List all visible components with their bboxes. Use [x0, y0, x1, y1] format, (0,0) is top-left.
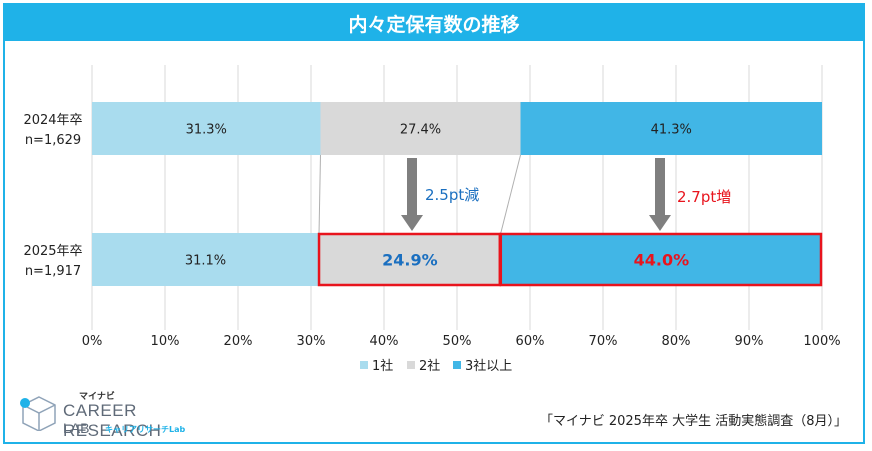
career-research-lab-logo: マイナビ CAREER RESEARCH LAB キャリアリサーチLab — [19, 387, 219, 440]
decrease-annotation: 2.5pt減 — [425, 186, 479, 204]
increase-annotation: 2.7pt増 — [677, 188, 731, 206]
x-tick-label: 70% — [589, 334, 618, 349]
data-label: 41.3% — [651, 123, 692, 138]
change-arrows — [401, 158, 671, 231]
x-tick-label: 90% — [735, 334, 764, 349]
category-n-label: n=1,917 — [25, 264, 81, 279]
increase-arrow-head — [649, 215, 671, 231]
x-tick-label: 80% — [662, 334, 691, 349]
logo-brand: マイナビ — [79, 392, 115, 402]
category-n-label: n=1,629 — [25, 133, 81, 148]
data-label: 31.1% — [185, 254, 226, 269]
connector-lines — [318, 154, 521, 234]
bar-segment — [500, 233, 822, 286]
x-tick-label: 100% — [803, 334, 840, 349]
chart-canvas: 0% 10% 20% 30% 40% 50% 60% 70% 80% 90% 100% 2024年卒 n… — [23, 65, 841, 374]
connector-line — [500, 154, 521, 234]
x-tick-label: 20% — [224, 334, 253, 349]
bar-segment — [92, 102, 321, 155]
x-tick-label: 0% — [82, 334, 103, 349]
data-label: 27.4% — [400, 123, 441, 138]
x-tick-label: 60% — [516, 334, 545, 349]
chart-frame: 内々定保有数の推移 0% 10% 20% 30% 40% 50% 60% 70% 80% 90% 1… — [3, 3, 865, 444]
x-tick-label: 50% — [443, 334, 472, 349]
bar-segment — [320, 102, 521, 155]
chart-title: 内々定保有数の推移 — [5, 5, 863, 41]
legend-label: 3社以上 — [465, 358, 512, 374]
data-label: 31.3% — [186, 123, 227, 138]
legend: 1社 2社 3社以上 — [360, 358, 512, 374]
logo-cube-icon — [20, 396, 56, 431]
legend-swatch — [407, 361, 415, 369]
labels: 0% 10% 20% 30% 40% 50% 60% 70% 80% 90% 100% 2024年卒 n… — [23, 113, 840, 349]
logo-kana: キャリアリサーチLab — [105, 425, 186, 434]
data-label: 44.0% — [634, 251, 690, 270]
decrease-arrow-head — [401, 215, 423, 231]
bars — [92, 102, 822, 286]
bar-segment — [319, 233, 501, 286]
highlight-box — [499, 232, 823, 287]
legend-label: 1社 — [372, 358, 393, 374]
legend-swatch — [453, 361, 461, 369]
logo-line1: CAREER RESEARCH — [63, 401, 162, 440]
category-label: 2024年卒 — [23, 113, 82, 128]
data-label: 24.9% — [382, 251, 438, 270]
legend-swatch — [360, 361, 368, 369]
bar-segment — [92, 233, 320, 286]
category-label: 2025年卒 — [23, 244, 82, 259]
x-tick-label: 30% — [297, 334, 326, 349]
source-note: 「マイナビ 2025年卒 大学生 活動実態調査（8月）」 — [540, 414, 847, 429]
connector-line — [318, 154, 321, 234]
decrease-arrow-shaft — [407, 158, 417, 215]
bar-segment — [520, 102, 822, 155]
x-tick-label: 10% — [151, 334, 180, 349]
x-tick-label: 40% — [370, 334, 399, 349]
logo-line2: LAB — [63, 420, 90, 436]
legend-label: 2社 — [419, 358, 440, 374]
highlight-boxes — [317, 232, 823, 287]
increase-arrow-shaft — [655, 158, 665, 215]
